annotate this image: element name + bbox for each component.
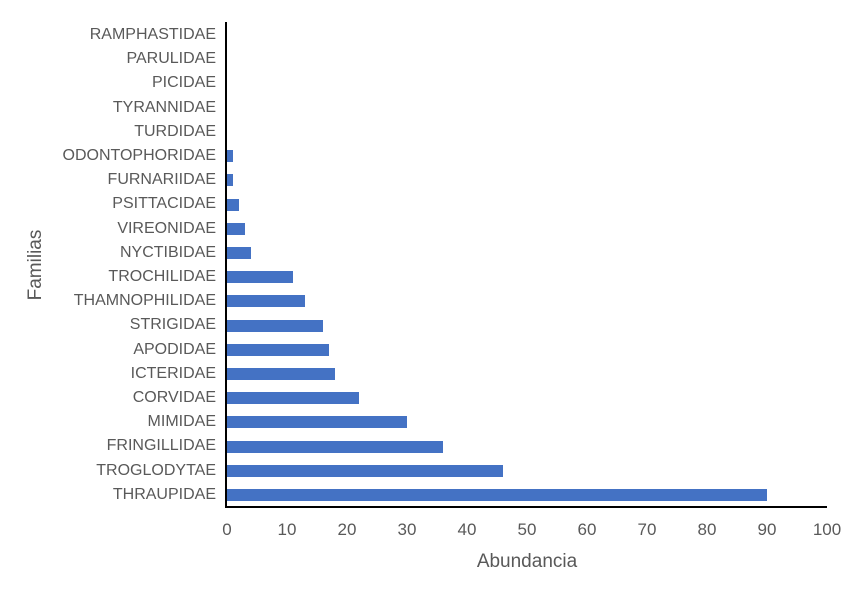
category-label-strigidae: STRIGIDAE [129, 316, 216, 334]
category-label-apodidae: APODIDAE [133, 340, 216, 358]
x-tick-label-70: 70 [637, 520, 657, 539]
category-label-ramphastidae: RAMPHASTIDAE [89, 26, 216, 44]
bar-nyctibidae [227, 246, 251, 259]
x-tick-label-50: 50 [517, 520, 537, 539]
category-label-picidae: PICIDAE [151, 74, 216, 92]
bar-thraupidae [227, 488, 767, 501]
x-tick-label-40: 40 [457, 520, 477, 539]
bar-fringillidae [227, 440, 443, 453]
bar-icteridae [227, 367, 335, 380]
category-label-turdidae: TURDIDAE [134, 122, 216, 140]
category-label-corvidae: CORVIDAE [132, 389, 216, 407]
plot-area [227, 23, 827, 507]
x-tick-label-90: 90 [757, 520, 777, 539]
x-tick-label-100: 100 [812, 520, 842, 539]
bar-trochilidae [227, 271, 293, 284]
x-tick-label-80: 80 [697, 520, 717, 539]
bar-thamnophilidae [227, 295, 305, 308]
bar-furnariidae [227, 174, 233, 187]
bar-odontophoridae [227, 150, 233, 163]
x-tick-label-30: 30 [397, 520, 417, 539]
x-tick-label-20: 20 [337, 520, 357, 539]
bar-vireonidae [227, 222, 245, 235]
bar-strigidae [227, 319, 323, 332]
category-label-vireonidae: VIREONIDAE [117, 219, 216, 237]
y-axis-line [225, 22, 227, 508]
category-label-furnariidae: FURNARIIDAE [107, 171, 216, 189]
category-label-nyctibidae: NYCTIBIDAE [119, 243, 216, 261]
bar-psittacidae [227, 198, 239, 211]
category-axis-labels: RAMPHASTIDAE PARULIDAE PICIDAE TYRANNIDAE TU… [0, 23, 217, 507]
bar-corvidae [227, 392, 359, 405]
category-label-psittacidae: PSITTACIDAE [112, 195, 216, 213]
category-label-fringillidae: FRINGILLIDAE [106, 437, 216, 455]
category-label-mimidae: MIMIDAE [147, 413, 216, 431]
x-tick-label-10: 10 [277, 520, 297, 539]
category-label-thraupidae: THRAUPIDAE [112, 485, 216, 503]
x-axis-title: Abundancia [476, 551, 578, 572]
x-tick-label-60: 60 [577, 520, 597, 539]
x-tick-label-0: 0 [222, 520, 232, 539]
bar-apodidae [227, 343, 329, 356]
category-label-odontophoridae: ODONTOPHORIDAE [62, 147, 217, 165]
category-label-parulidae: PARULIDAE [126, 50, 216, 68]
category-label-trochilidae: TROCHILIDAE [108, 268, 216, 286]
bar-mimidae [227, 416, 407, 429]
category-label-troglodytae: TROGLODYTAE [96, 461, 216, 479]
category-label-tyrannidae: TYRANNIDAE [112, 98, 216, 116]
category-label-thamnophilidae: THAMNOPHILIDAE [73, 292, 216, 310]
x-axis-line [225, 506, 827, 508]
x-axis-tick-labels: 0 10 20 30 40 50 60 70 80 90 100 [222, 520, 841, 540]
category-label-icteridae: ICTERIDAE [130, 364, 216, 382]
bar-troglodytae [227, 464, 503, 477]
